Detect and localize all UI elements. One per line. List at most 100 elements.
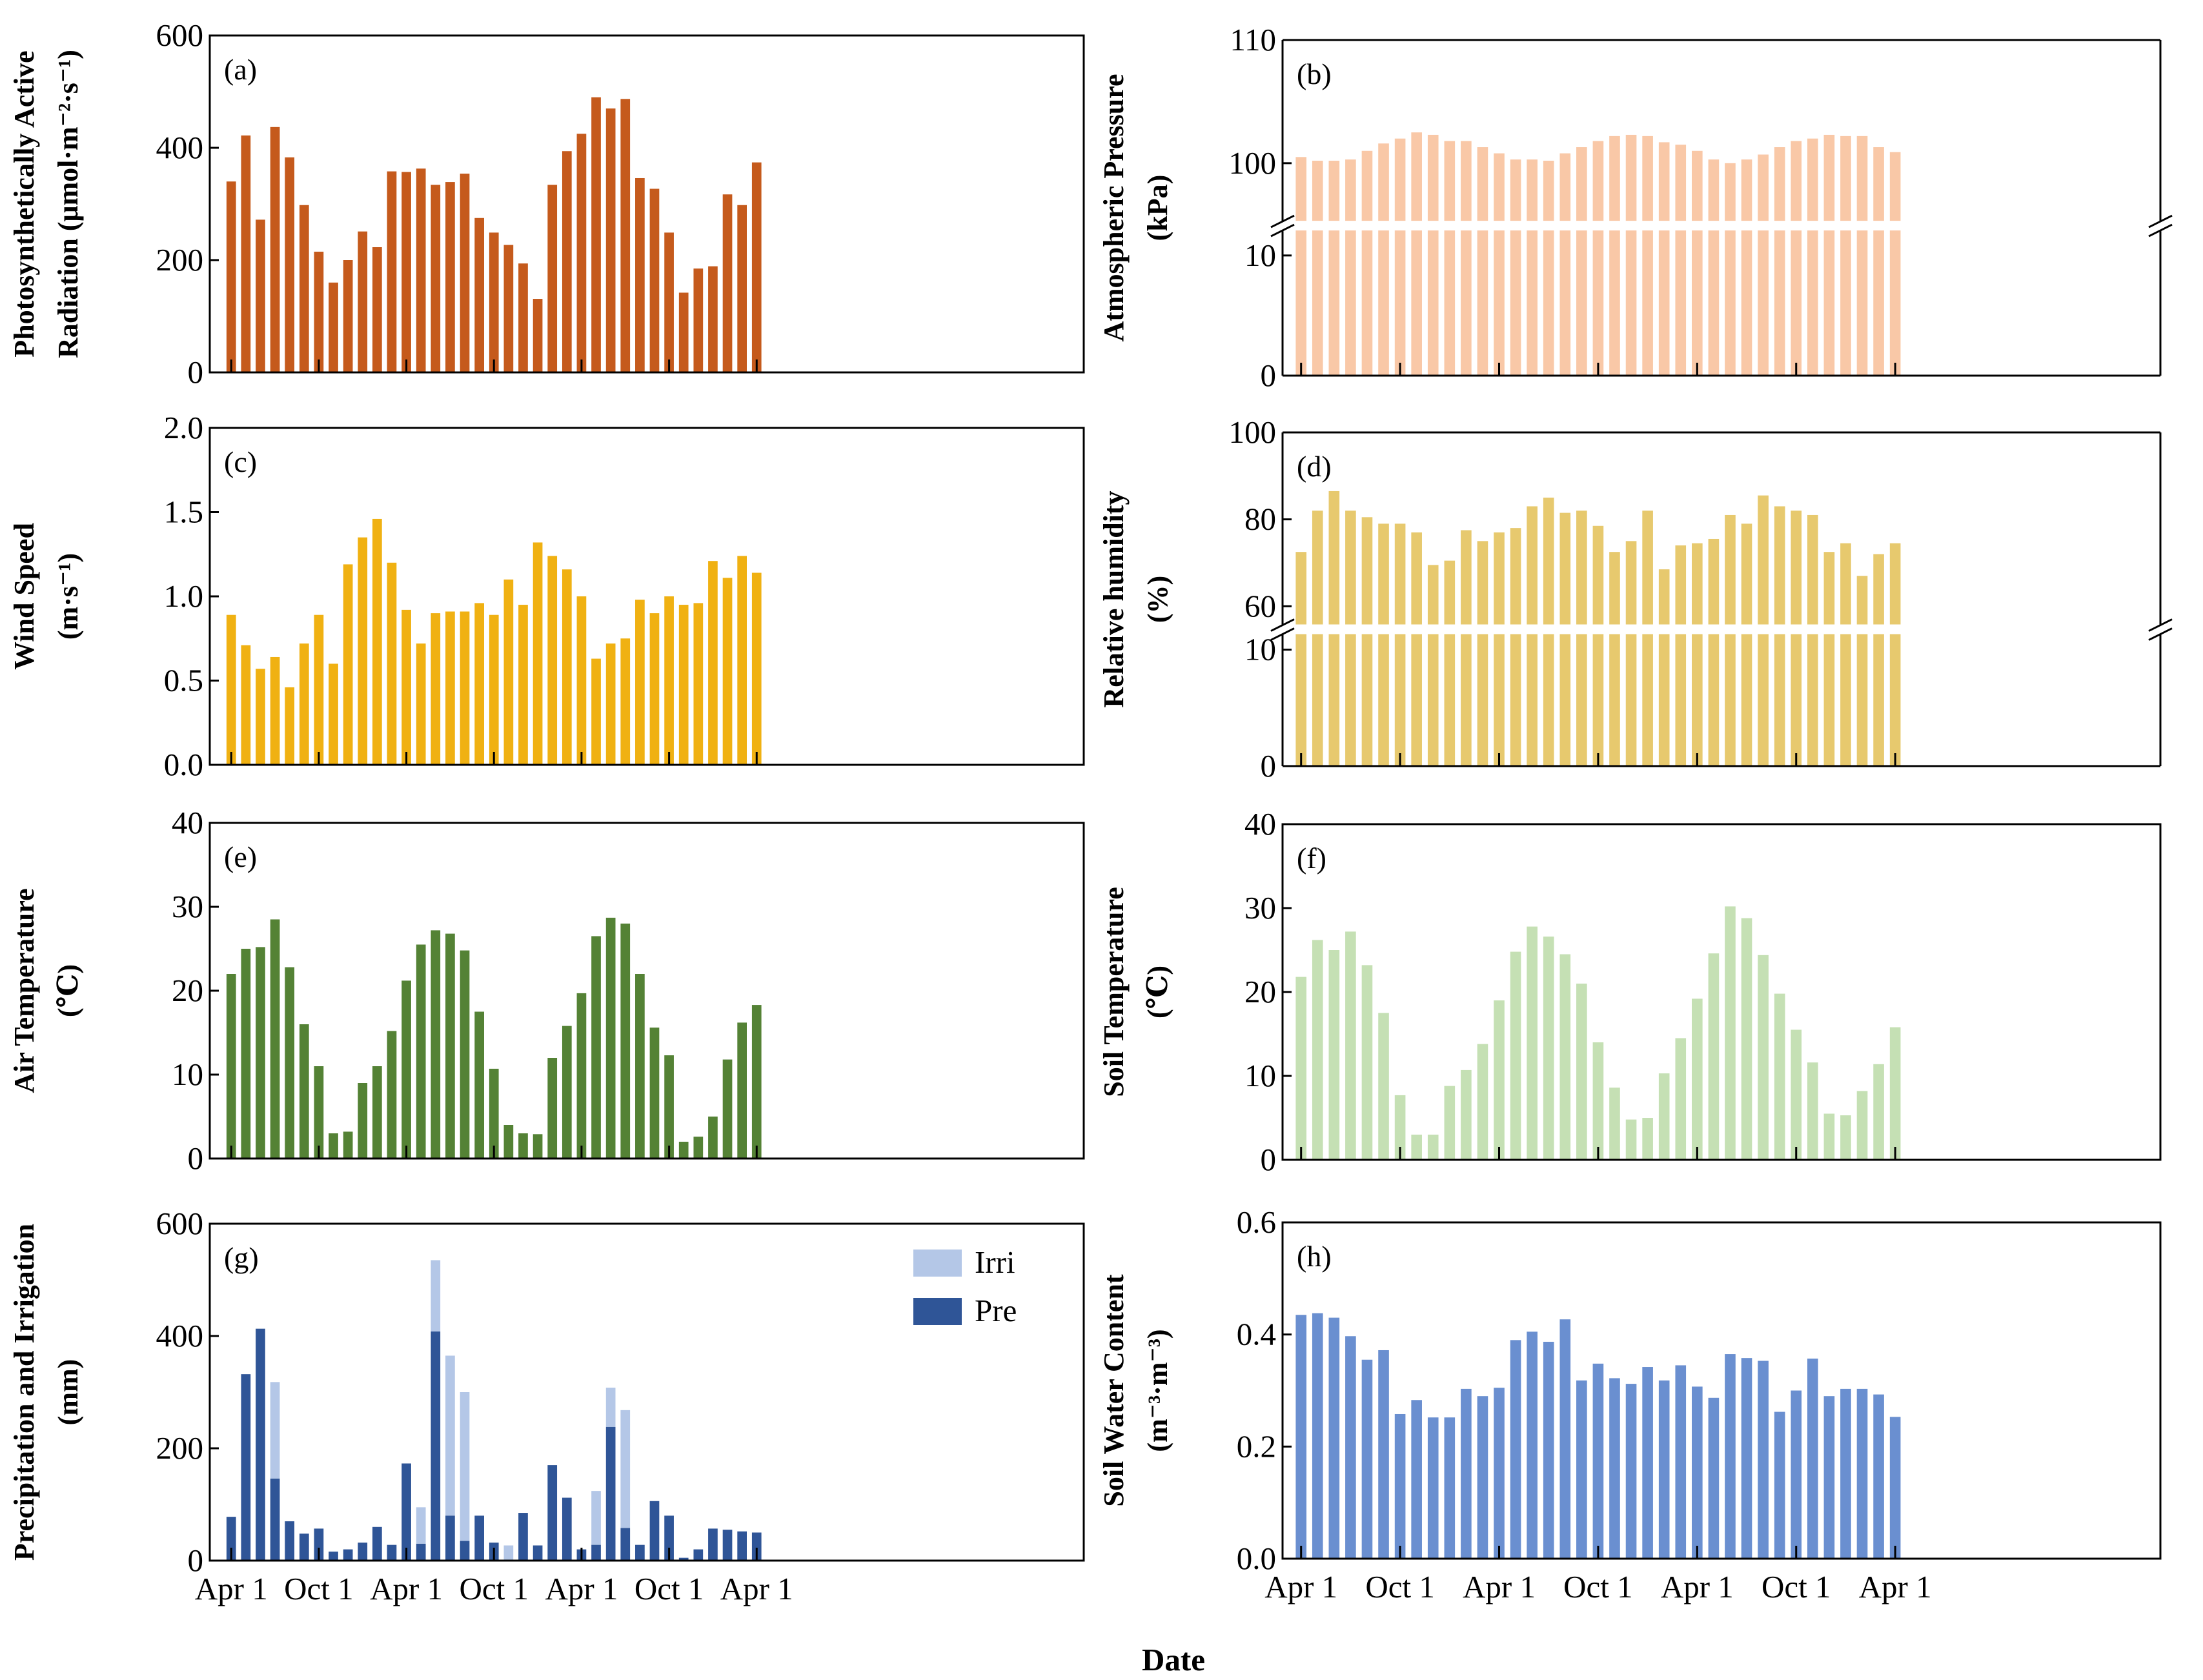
bar-a-18	[489, 232, 499, 372]
bar-e-9	[358, 1083, 368, 1159]
bar-b-19	[1609, 136, 1620, 376]
bar-b-4	[1361, 150, 1373, 376]
bar-e-30	[664, 1055, 674, 1159]
bar-b-27	[1741, 159, 1752, 376]
bar-f-7	[1411, 1135, 1422, 1160]
bar-a-30	[664, 232, 674, 372]
bar-b-14	[1527, 159, 1538, 376]
bar-c-0	[226, 614, 236, 765]
plot-frame	[208, 427, 1085, 766]
bar-d-32	[1823, 552, 1835, 766]
bar-a-21	[533, 299, 543, 372]
bar-b-23	[1675, 145, 1687, 376]
y-tick-label: 10	[1244, 1058, 1276, 1093]
bar-pre-36	[751, 1532, 762, 1561]
bar-c-14	[431, 613, 441, 765]
y-axis-title-line-0: Air Temperature	[8, 888, 40, 1093]
bar-b-7	[1411, 132, 1422, 376]
bar-f-14	[1527, 926, 1538, 1160]
bar-f-30	[1791, 1029, 1802, 1160]
bar-a-7	[329, 282, 338, 372]
y-tick-label: 1.5	[164, 494, 203, 530]
x-tick-label: Apr 1	[1264, 1569, 1337, 1604]
bar-d-7	[1411, 532, 1422, 766]
y-axis-title-line-0: Relative humidity	[1098, 491, 1130, 707]
bar-d-30	[1791, 511, 1802, 766]
bar-pre-3	[270, 1478, 280, 1561]
bar-f-3	[1345, 931, 1356, 1160]
bar-e-18	[489, 1068, 499, 1159]
bar-irri-27	[620, 1410, 631, 1528]
axis-break-mark-1-a	[2148, 618, 2173, 632]
bar-c-25	[591, 658, 601, 765]
y-tick-label: 200	[156, 1430, 204, 1466]
axis-break-band	[1281, 221, 2162, 231]
axis-break-mark-1-b	[2148, 627, 2173, 641]
bar-e-3	[270, 919, 280, 1159]
bar-h-24	[1692, 1386, 1703, 1559]
bar-d-11	[1477, 541, 1488, 766]
bar-pre-15	[445, 1515, 455, 1561]
bar-e-36	[751, 1005, 762, 1159]
y-tick-label: 80	[1244, 501, 1276, 537]
y-tick-label: 400	[156, 130, 204, 165]
x-tick-label: Apr 1	[1859, 1569, 1932, 1604]
bar-h-3	[1345, 1336, 1356, 1559]
bar-d-13	[1510, 528, 1521, 766]
y-tick-label: 600	[156, 1206, 204, 1241]
bar-e-12	[401, 980, 411, 1159]
y-tick-label: 0	[1261, 1142, 1277, 1177]
panel-h: 0.0 0.2 0.4 0.6 Apr 1 Oct 1 Apr 1 Oct 1 Apr 1 Oct…	[1098, 1204, 2162, 1604]
bar-pre-21	[533, 1545, 543, 1561]
bar-pre-16	[460, 1541, 470, 1561]
panel-a: 0 200 400 600 (a) Photosynthetically Active Ra…	[8, 17, 1085, 390]
x-tick-label: Apr 1	[1661, 1569, 1734, 1604]
bar-irri-3	[270, 1382, 280, 1479]
bar-pre-7	[329, 1552, 338, 1561]
bar-h-0	[1295, 1315, 1307, 1559]
plot-frame	[208, 34, 1085, 374]
x-tick-label: Apr 1	[195, 1571, 268, 1606]
bar-h-36	[1889, 1417, 1901, 1559]
y-axis-title-line-1: (℃)	[1142, 966, 1173, 1018]
axis-break-mark-0-a	[1270, 214, 1295, 228]
x-tick-label: Apr 1	[370, 1571, 443, 1606]
bar-b-24	[1692, 150, 1703, 376]
bar-c-28	[635, 600, 645, 765]
x-tick-label: Oct 1	[460, 1571, 529, 1606]
bar-pre-20	[518, 1513, 528, 1561]
bar-d-21	[1642, 511, 1653, 766]
panel-c: 0.0 0.5 1.0 1.5 2.0 (c) Wind Speed (m·s⁻¹)	[8, 410, 1085, 782]
bar-b-13	[1510, 159, 1521, 376]
bar-h-12	[1494, 1388, 1505, 1559]
panel-g: 0 200 400 600 Apr 1 Oct 1 Apr 1 Oct 1 Apr 1 Oct 1…	[8, 1206, 1085, 1606]
y-tick-label: 2.0	[164, 410, 203, 445]
y-axis-title-line-0: Precipitation and Irrigation	[8, 1224, 40, 1561]
y-tick-label: 0	[1261, 748, 1277, 784]
bar-irri-25	[591, 1491, 601, 1545]
bar-a-14	[431, 185, 441, 372]
bar-pre-30	[664, 1515, 674, 1561]
x-tick-label: Apr 1	[720, 1571, 793, 1606]
bar-d-5	[1378, 523, 1389, 766]
bar-e-32	[693, 1137, 704, 1159]
bar-f-10	[1461, 1069, 1472, 1160]
y-tick-label: 60	[1244, 588, 1276, 623]
bar-d-0	[1295, 552, 1307, 766]
bar-b-34	[1856, 136, 1868, 376]
bar-pre-32	[693, 1549, 704, 1561]
plot-frame	[208, 1222, 1085, 1562]
bar-e-15	[445, 933, 455, 1159]
bar-h-1	[1312, 1313, 1323, 1559]
bar-e-4	[285, 967, 295, 1159]
bar-h-27	[1741, 1358, 1752, 1559]
bar-pre-31	[678, 1557, 689, 1561]
bar-a-8	[343, 260, 353, 372]
bar-d-26	[1725, 514, 1736, 766]
bar-f-31	[1807, 1062, 1818, 1160]
bar-d-24	[1692, 543, 1703, 766]
bar-f-11	[1477, 1044, 1488, 1160]
bar-pre-14	[431, 1331, 441, 1561]
bar-e-29	[649, 1027, 660, 1159]
bar-e-11	[387, 1031, 397, 1159]
